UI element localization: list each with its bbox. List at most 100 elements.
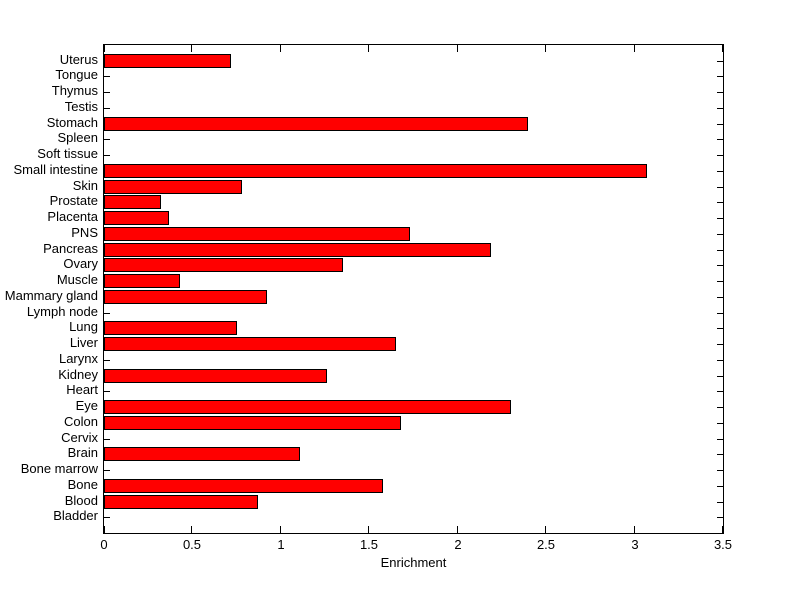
y-axis-tick [717, 265, 723, 266]
bar-brain [104, 447, 300, 461]
x-axis-tick [368, 45, 369, 52]
y-axis-tick [717, 61, 723, 62]
y-axis-tick [104, 360, 110, 361]
x-tick-label: 2 [454, 537, 462, 552]
bar-pancreas [104, 243, 491, 257]
y-axis-tick [717, 76, 723, 77]
x-axis-tick [280, 45, 281, 52]
category-label-ovary: Ovary [63, 256, 98, 271]
y-axis-tick [717, 297, 723, 298]
category-label-larynx: Larynx [58, 351, 98, 366]
y-axis-tick [717, 454, 723, 455]
y-axis-tick [104, 313, 110, 314]
bar-eye [104, 400, 511, 414]
y-axis-tick [717, 407, 723, 408]
y-axis-tick [104, 155, 110, 156]
bar-muscle [104, 274, 180, 288]
x-axis-tick [634, 45, 635, 52]
y-axis-tick [717, 218, 723, 219]
category-label-blood: Blood [64, 493, 98, 508]
category-label-liver: Liver [69, 335, 98, 350]
y-axis-tick [717, 171, 723, 172]
x-axis-tick [368, 526, 369, 533]
x-axis-tick [722, 526, 723, 533]
x-axis-tick [191, 526, 192, 533]
category-label-bone-marrow: Bone marrow [20, 461, 98, 476]
y-axis-tick [717, 139, 723, 140]
x-axis-tick [634, 526, 635, 533]
y-axis-tick [104, 439, 110, 440]
x-axis-tick [280, 526, 281, 533]
y-axis-tick [717, 328, 723, 329]
y-axis-tick [717, 108, 723, 109]
category-label-small-intestine: Small intestine [13, 162, 98, 177]
category-label-stomach: Stomach [46, 115, 98, 130]
y-axis-tick [104, 470, 110, 471]
category-label-tongue: Tongue [55, 67, 98, 82]
bar-small-intestine [104, 164, 647, 178]
x-axis-tick [104, 45, 105, 52]
bar-ovary [104, 258, 343, 272]
category-label-heart: Heart [66, 382, 98, 397]
bar-liver [104, 337, 396, 351]
y-axis-tick [717, 124, 723, 125]
category-label-bone: Bone [67, 477, 98, 492]
x-tick-label: 1 [277, 537, 285, 552]
x-axis-tick [722, 45, 723, 52]
y-axis-tick [717, 391, 723, 392]
x-axis-tick [191, 45, 192, 52]
x-axis-tick [545, 526, 546, 533]
x-axis-tick [457, 526, 458, 533]
y-axis-tick [717, 155, 723, 156]
y-axis-tick [717, 360, 723, 361]
x-tick-label: 3.5 [713, 537, 733, 552]
category-label-skin: Skin [72, 178, 98, 193]
category-label-prostate: Prostate [49, 193, 98, 208]
y-axis-tick [717, 470, 723, 471]
bar-skin [104, 180, 242, 194]
category-label-lung: Lung [69, 319, 98, 334]
plot-area [103, 44, 724, 534]
category-label-cervix: Cervix [61, 430, 98, 445]
category-label-spleen: Spleen [57, 130, 98, 145]
bar-bone [104, 479, 383, 493]
y-axis-tick [717, 313, 723, 314]
category-label-eye: Eye [75, 398, 98, 413]
bar-colon [104, 416, 401, 430]
category-label-pns: PNS [71, 225, 98, 240]
y-axis-tick [717, 486, 723, 487]
bar-kidney [104, 369, 327, 383]
bar-mammary-gland [104, 290, 267, 304]
category-label-pancreas: Pancreas [43, 241, 98, 256]
y-axis-labels: Uterus Tongue Thymus Testis Stomach Spleen Sof… [0, 44, 98, 532]
y-axis-tick [717, 234, 723, 235]
x-tick-label: 3 [631, 537, 639, 552]
y-axis-tick [104, 139, 110, 140]
bar-uterus [104, 54, 231, 68]
category-label-placenta: Placenta [47, 209, 98, 224]
bar-lung [104, 321, 237, 335]
category-label-soft-tissue: Soft tissue [37, 146, 98, 161]
category-label-muscle: Muscle [56, 272, 98, 287]
y-axis-tick [717, 187, 723, 188]
y-axis-tick [717, 439, 723, 440]
y-axis-tick [717, 281, 723, 282]
bar-prostate [104, 195, 161, 209]
y-axis-tick [717, 502, 723, 503]
y-axis-tick [104, 92, 110, 93]
y-axis-tick [717, 250, 723, 251]
category-label-testis: Testis [64, 99, 98, 114]
x-tick-label: 0.5 [182, 537, 202, 552]
x-tick-label: 1.5 [359, 537, 379, 552]
bar-blood [104, 495, 258, 509]
x-tick-label: 2.5 [536, 537, 556, 552]
x-axis-tick [104, 526, 105, 533]
x-tick-label: 0 [100, 537, 108, 552]
y-axis-tick [104, 108, 110, 109]
y-axis-tick [104, 517, 110, 518]
category-label-kidney: Kidney [58, 367, 98, 382]
category-label-uterus: Uterus [59, 52, 98, 67]
bar-pns [104, 227, 410, 241]
y-axis-tick [717, 202, 723, 203]
